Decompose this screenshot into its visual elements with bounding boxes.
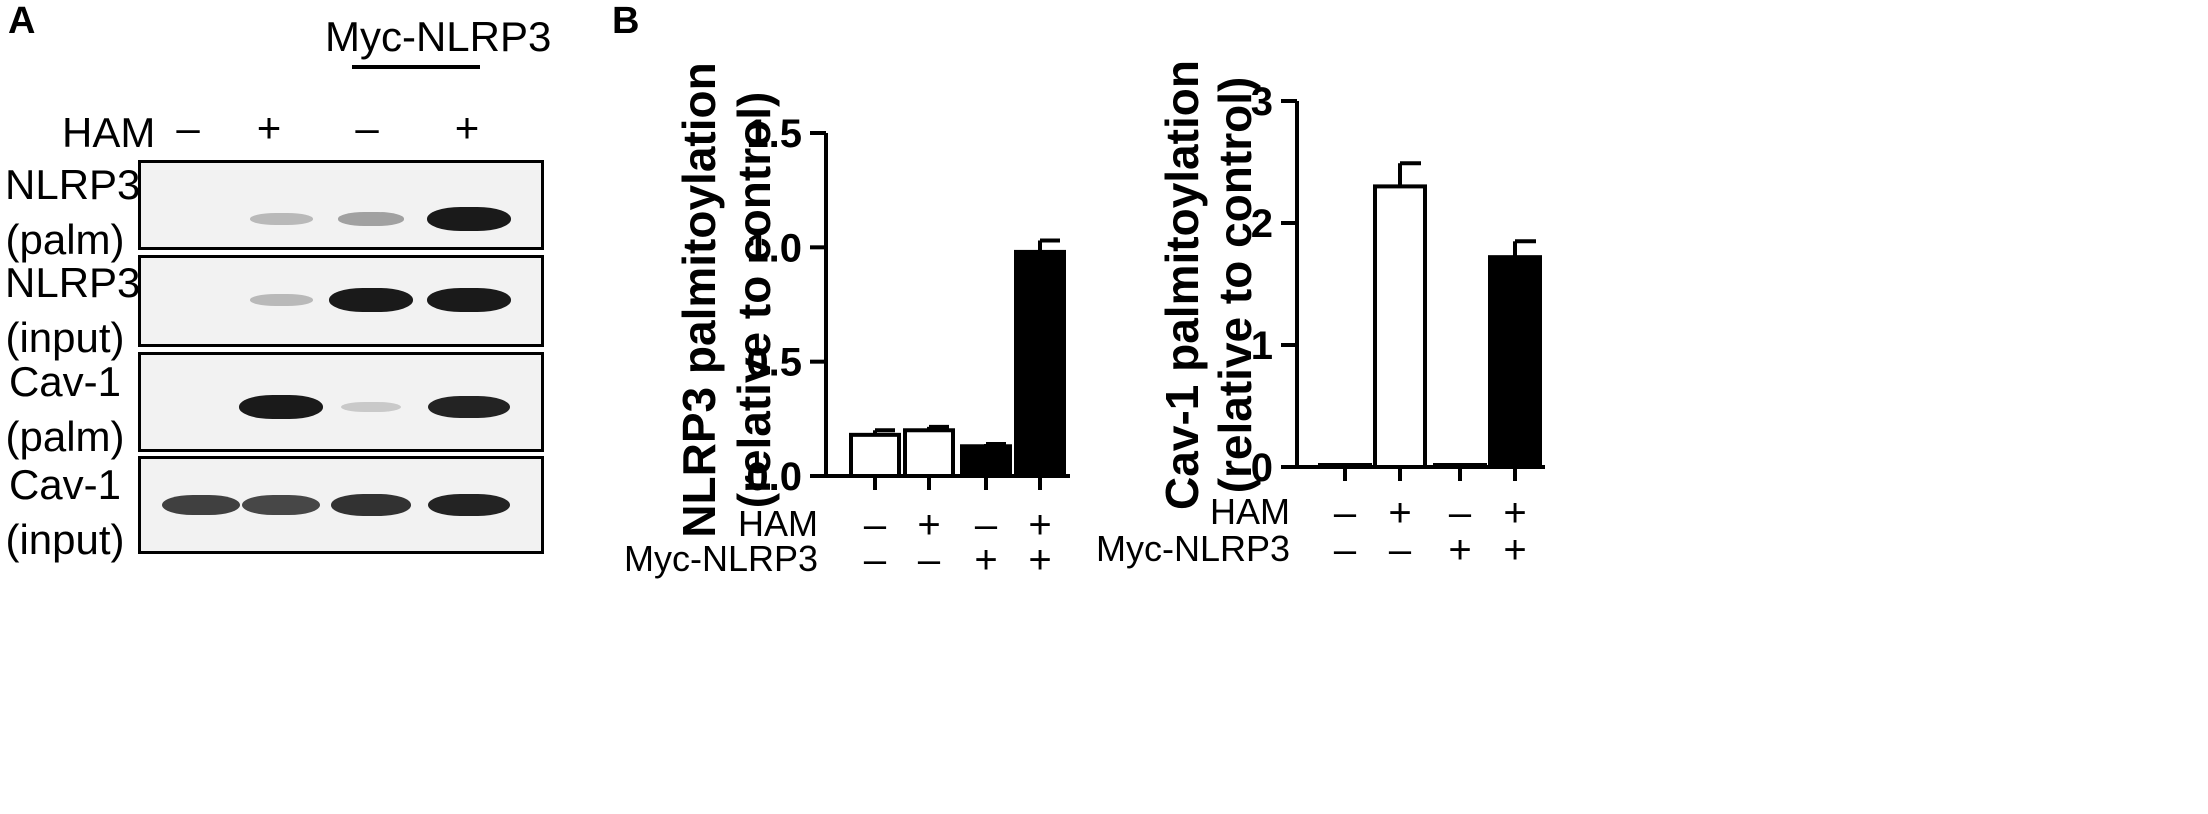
y-tick-label: 0.5 [746,341,802,385]
blot-cav1-palm [138,352,544,452]
row-label-cav1-input: Cav-1 (input) [5,458,125,567]
condition-sign-ham: + [1388,491,1411,535]
row-label-line2: (palm) [5,215,125,263]
western-band [330,494,412,516]
western-band [249,294,313,306]
y-axis-label-line1: NLRP3 palmitoylation [673,62,725,537]
bar [903,428,955,478]
condition-sign-ham: – [975,503,998,547]
y-axis-label-line1: Cav-1 palmitoylation [1156,60,1208,510]
condition-sign-myc: – [1389,528,1412,572]
row-label-nlrp3-input: NLRP3 (input) [5,256,141,365]
lane-sign-1: – [176,104,200,151]
western-band [161,494,241,516]
condition-sign-ham: – [1334,491,1357,535]
y-tick-label: 0 [1251,446,1273,490]
bar [1014,249,1066,478]
western-band [427,288,511,312]
y-axis-label-line2: (relative to control) [728,92,780,509]
condition-sign-myc: – [864,538,887,582]
y-tick-label: 1.0 [746,226,802,270]
bar [1373,184,1427,469]
y-tick-label: 3 [1251,80,1273,124]
condition-sign-ham: + [1028,503,1051,547]
blot-cav1-input [138,456,544,554]
condition-sign-myc: – [918,538,941,582]
row-label-line2: (input) [5,515,125,563]
row-label-cav1-palm: Cav-1 (palm) [5,355,125,464]
western-band [242,494,320,516]
condition-sign-ham: + [1503,491,1526,535]
western-band [337,212,405,226]
western-band [249,213,313,225]
condition-sign-myc: + [1503,528,1526,572]
lane-sign-3: – [355,104,379,151]
y-tick-label: 1.5 [746,112,802,156]
bar [1318,463,1372,469]
western-band [329,288,413,312]
row-label-line1: NLRP3 [5,259,141,306]
condition-label-myc-nlrp3: Myc-NLRP3 [624,538,818,579]
condition-sign-ham: – [1449,491,1472,535]
y-axis-label-line2: (relative to control) [1209,77,1261,494]
western-band [239,395,323,419]
panel-b-letter: B [612,0,640,42]
chart-2-group: 0 1 2 3 Cav-1 palmitoylation (relative to con… [1096,60,1545,572]
condition-sign-myc: – [1334,528,1357,572]
row-label-line1: Cav-1 [8,461,122,508]
treatment-label-ham: HAM [62,109,156,156]
condition-sign-ham: + [917,503,940,547]
bar [849,432,901,478]
panel-a-letter: A [8,0,36,42]
western-band [427,493,511,517]
blot-nlrp3-palm [138,160,544,250]
condition-sign-myc: + [974,538,997,582]
y-tick-label: 0.0 [746,455,802,499]
blot-nlrp3-input [138,255,544,347]
condition-label-ham: HAM [1210,491,1290,532]
y-tick-label: 2 [1251,202,1273,246]
condition-sign-myc: + [1028,538,1051,582]
row-label-line2: (input) [5,313,125,361]
chart-1-group: 0.0 0.5 1.0 1.5 NLRP3 palmitoylation (relativ… [624,62,1070,582]
group-bracket-line [352,65,480,69]
row-label-line1: NLRP3 [5,161,141,208]
row-label-line2: (palm) [5,412,125,460]
condition-label-ham: HAM [738,503,818,544]
row-label-line1: Cav-1 [8,358,122,405]
western-band [340,401,402,413]
group-label-myc-nlrp3: Myc-NLRP3 [325,13,552,60]
western-band [427,207,511,231]
western-band [427,395,511,419]
condition-sign-ham: – [864,503,887,547]
bar [960,444,1012,479]
bar [1433,463,1487,469]
condition-label-myc-nlrp3: Myc-NLRP3 [1096,528,1290,569]
lane-sign-4: + [454,104,480,151]
condition-sign-myc: + [1448,528,1471,572]
lane-sign-2: + [256,104,282,151]
row-label-nlrp3-palm: NLRP3 (palm) [5,158,141,267]
y-tick-label: 1 [1251,324,1273,368]
bar [1488,255,1542,469]
